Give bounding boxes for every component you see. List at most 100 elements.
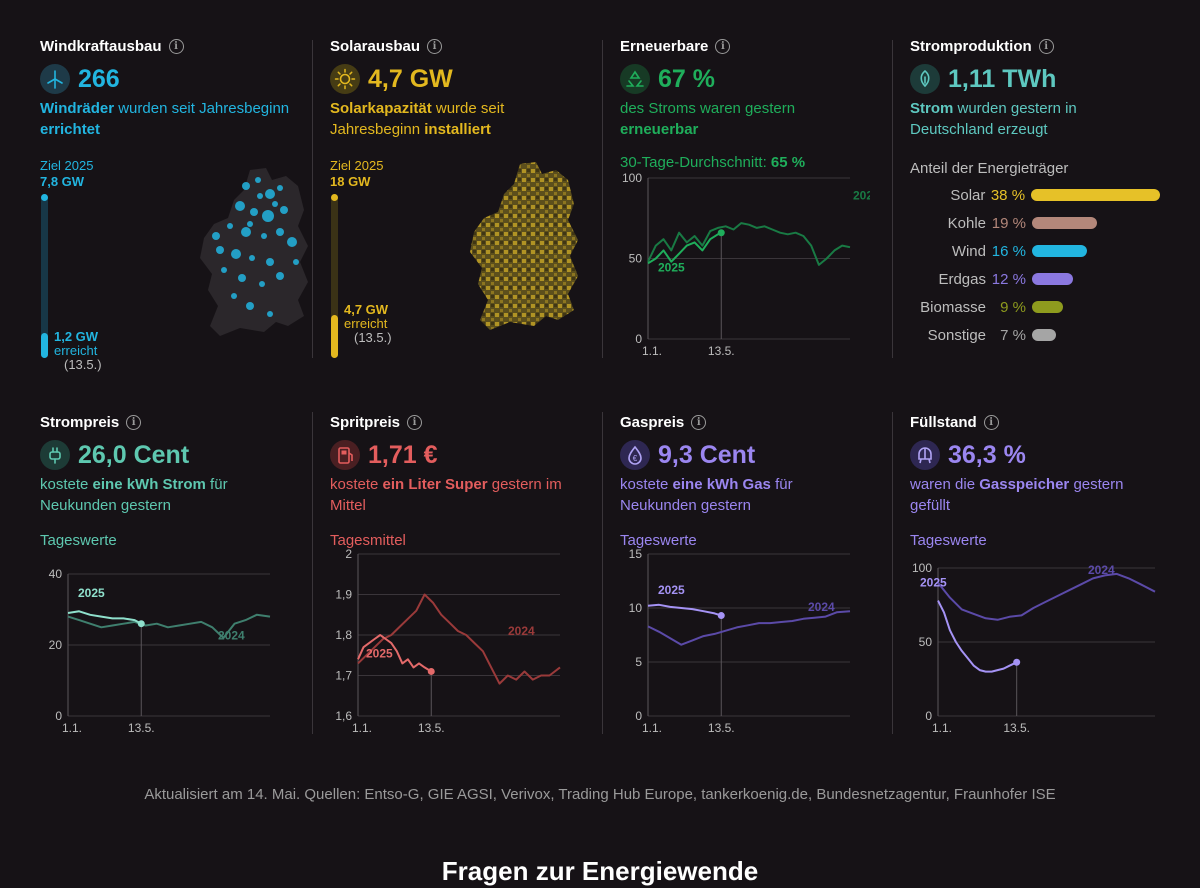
info-icon[interactable]: i bbox=[126, 414, 142, 430]
kpi-value: 266 bbox=[78, 64, 120, 93]
gas-price-chart: 0 5 10 15 1.1. 13.5. 2024 2025 bbox=[629, 547, 851, 735]
wind-turbine-marker bbox=[238, 274, 246, 282]
x-tick-label: 13.5. bbox=[708, 721, 735, 735]
kpi-value: 67 % bbox=[658, 64, 715, 93]
divider bbox=[602, 40, 603, 358]
power-price-chart: 0 20 40 1.1. 13.5. 2024 2025 bbox=[49, 567, 271, 735]
share-bar bbox=[1031, 189, 1160, 201]
info-icon[interactable]: i bbox=[427, 38, 443, 54]
divider bbox=[312, 412, 313, 734]
gas-price-panel: Gaspreis i € 9,3 Cent kostete eine kWh Ga… bbox=[620, 412, 870, 735]
reached-label: erreicht bbox=[344, 316, 388, 331]
kpi-description: Strom wurden gestern in Deutschland erze… bbox=[910, 100, 1077, 138]
wind-turbine-marker bbox=[247, 221, 253, 227]
info-icon[interactable]: i bbox=[691, 414, 707, 430]
wind-turbine-marker bbox=[241, 227, 251, 237]
panel-title: Spritpreis i bbox=[330, 412, 580, 432]
x-tick-label: 13.5. bbox=[128, 721, 155, 735]
kpi-value: 1,71 € bbox=[368, 440, 438, 469]
y-tick-label: 5 bbox=[635, 655, 642, 669]
wind-turbine-marker bbox=[235, 201, 245, 211]
info-icon[interactable]: i bbox=[407, 414, 423, 430]
wind-turbine-marker bbox=[259, 281, 265, 287]
latest-value-dot bbox=[1013, 658, 1021, 666]
kpi-value: 36,3 % bbox=[948, 440, 1026, 469]
x-tick-label: 13.5. bbox=[1003, 721, 1030, 735]
kpi-description: kostete ein Liter Super gestern im Mitte… bbox=[330, 476, 562, 514]
share-title: Anteil der Energieträger bbox=[910, 160, 1069, 177]
wind-turbine-marker bbox=[277, 185, 283, 191]
wind-turbine-marker bbox=[255, 177, 261, 183]
info-icon[interactable]: i bbox=[1038, 38, 1054, 54]
info-icon[interactable]: i bbox=[168, 38, 184, 54]
gas-storage-icon bbox=[910, 440, 940, 470]
series-line-2024 bbox=[647, 610, 851, 646]
reached-value: 1,2 GW bbox=[54, 329, 99, 344]
series-label: 2024 bbox=[808, 600, 835, 614]
divider bbox=[602, 412, 603, 734]
series-label: 2025 bbox=[366, 646, 393, 660]
divider bbox=[892, 412, 893, 734]
x-tick-label: 13.5. bbox=[418, 721, 445, 735]
goal-progress-fill bbox=[41, 332, 48, 358]
series-line-2025 bbox=[647, 603, 722, 617]
panel-title: Windkraftausbau i bbox=[40, 36, 290, 56]
energy-share-list: Solar 38 % Kohle 19 % Wind 16 % Erdgas 12 % Biom… bbox=[910, 181, 1160, 349]
wind-turbine-icon bbox=[40, 64, 70, 94]
kpi-description: Windräder wurden seit Jahresbeginn erric… bbox=[40, 100, 290, 138]
info-icon[interactable]: i bbox=[715, 38, 731, 54]
plug-icon bbox=[40, 440, 70, 470]
wind-panel: Windkraftausbau i 266 Windräder wurden se… bbox=[40, 36, 308, 380]
germany-map bbox=[470, 162, 578, 330]
y-tick-label: 0 bbox=[55, 709, 62, 723]
wind-turbine-marker bbox=[261, 233, 267, 239]
kpi-description: des Stroms waren gestern erneuerbar bbox=[620, 100, 796, 138]
chart-subhead: Tageswerte bbox=[40, 532, 117, 549]
panel-title: Solarausbau i bbox=[330, 36, 580, 56]
share-value: 9 % bbox=[1000, 298, 1026, 316]
wind-turbine-marker bbox=[212, 232, 220, 240]
share-value: 12 % bbox=[991, 270, 1026, 288]
y-tick-label: 1,6 bbox=[335, 709, 352, 723]
share-name: Wind bbox=[951, 242, 986, 260]
reached-value: 4,7 GW bbox=[344, 302, 389, 317]
svg-text:€: € bbox=[633, 454, 638, 463]
chart-subhead: Tageswerte bbox=[910, 532, 987, 549]
series-line-2025 bbox=[937, 600, 1018, 673]
wind-turbine-marker bbox=[276, 272, 284, 280]
reached-label: erreicht bbox=[54, 343, 98, 358]
chart-subhead: Tageswerte bbox=[620, 532, 697, 549]
wind-turbine-marker bbox=[266, 258, 274, 266]
wind-turbine-marker bbox=[242, 182, 250, 190]
share-name: Erdgas bbox=[938, 270, 986, 288]
kpi-description: Solarkapazität wurde seit Jahresbeginn i… bbox=[330, 100, 505, 138]
fuel-price-chart: 1,6 1,7 1,8 1,9 2 1.1. 13.5. 2024 2025 bbox=[335, 547, 561, 735]
x-tick-label: 1.1. bbox=[932, 721, 952, 735]
share-value: 38 % bbox=[990, 186, 1026, 204]
info-icon[interactable]: i bbox=[983, 414, 999, 430]
series-label: 2024 bbox=[1088, 563, 1115, 577]
x-tick-label: 13.5. bbox=[708, 344, 735, 358]
share-value: 19 % bbox=[991, 214, 1026, 232]
chart-subhead: Tagesmittel bbox=[330, 532, 406, 549]
renewables-panel: Erneuerbare i 67 % des Stroms waren geste… bbox=[620, 36, 870, 358]
wind-turbine-marker bbox=[231, 293, 237, 299]
production-panel: Stromproduktion i 1,11 TWh Strom wurden g… bbox=[910, 36, 1160, 349]
goal-value: 7,8 GW bbox=[40, 174, 85, 189]
wind-turbine-marker bbox=[287, 237, 297, 247]
series-label: 2025 bbox=[78, 586, 105, 600]
kpi-description: kostete eine kWh Gas für Neukunden geste… bbox=[620, 476, 793, 514]
share-row: Wind 16 % bbox=[910, 237, 1160, 265]
sun-icon bbox=[330, 64, 360, 94]
wind-turbine-marker bbox=[262, 210, 274, 222]
panel-title: Strompreis i bbox=[40, 412, 290, 432]
renewables-chart: 0 50 100 1.1. 13.5. 2024 2025 bbox=[622, 171, 870, 358]
series-label: 2025 bbox=[920, 576, 947, 590]
latest-value-dot bbox=[717, 612, 725, 620]
x-tick-label: 1.1. bbox=[642, 721, 662, 735]
latest-value-dot bbox=[717, 229, 725, 237]
series-label: 2025 bbox=[658, 260, 685, 274]
wind-turbine-marker bbox=[250, 208, 258, 216]
series-line-2024 bbox=[937, 572, 1156, 621]
share-name: Kohle bbox=[947, 214, 986, 232]
